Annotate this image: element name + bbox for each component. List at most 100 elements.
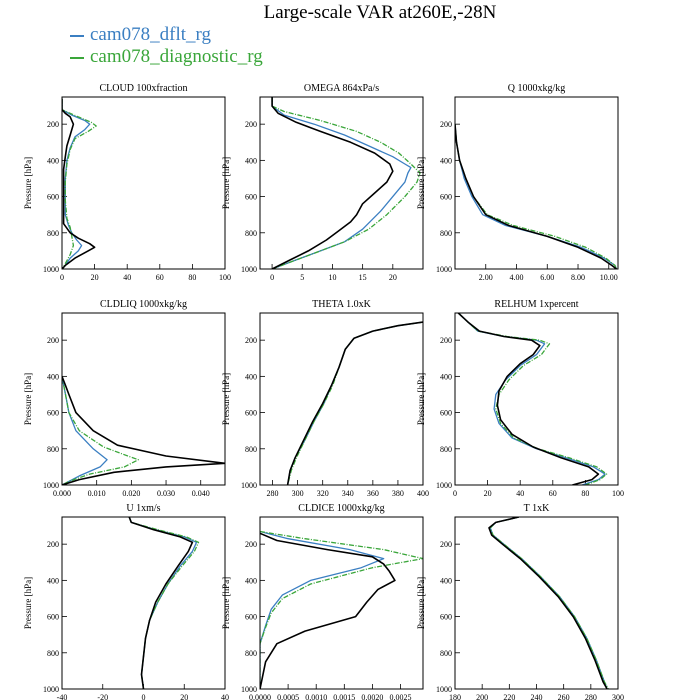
x-tick-label: 200	[476, 693, 488, 700]
x-tick-label: 220	[503, 693, 515, 700]
panel-frame	[61, 516, 226, 690]
x-tick-label: 260	[558, 693, 570, 700]
y-tick-label: 600	[47, 193, 59, 202]
y-tick-label: 800	[245, 229, 257, 238]
x-tick-label: 400	[417, 489, 429, 498]
x-tick-label: 360	[367, 489, 379, 498]
series-line-diagnostic	[62, 376, 139, 485]
series-line-diagnostic	[271, 97, 421, 269]
series-line-reference	[62, 98, 96, 269]
series-line-reference	[128, 517, 194, 689]
x-tick-label: 280	[267, 489, 279, 498]
x-tick-label: 0.0015	[333, 693, 355, 700]
x-tick-label: 100	[612, 489, 624, 498]
y-tick-label: 400	[440, 372, 452, 381]
panel-frame	[259, 96, 424, 270]
x-tick-label: 0	[270, 273, 274, 282]
series-line-reference	[260, 532, 396, 689]
x-tick-label: 10.00	[600, 273, 618, 282]
x-tick-label: 80	[188, 273, 196, 282]
series-line-diagnostic	[286, 321, 423, 485]
y-tick-label: 600	[440, 193, 452, 202]
y-tick-label: 200	[440, 120, 452, 129]
y-tick-label: 400	[47, 576, 59, 585]
x-tick-label: 0.000	[53, 489, 71, 498]
panel-frame	[259, 312, 424, 486]
x-tick-label: -20	[97, 693, 108, 700]
y-axis-label: Pressure [hPa]	[221, 373, 231, 425]
series-line-reference	[455, 124, 617, 269]
series-line-dflt	[128, 517, 198, 689]
y-tick-label: 800	[440, 229, 452, 238]
x-tick-label: 10	[328, 273, 336, 282]
figure-title: Large-scale VAR at260E,-28N	[263, 2, 497, 23]
y-axis-label: Pressure [hPa]	[23, 373, 33, 425]
y-tick-label: 1000	[241, 265, 257, 274]
panel-frame	[454, 96, 619, 270]
y-tick-label: 200	[47, 540, 59, 549]
y-tick-label: 1000	[436, 685, 452, 694]
panel-title: U 1xm/s	[126, 503, 160, 514]
y-tick-label: 600	[245, 193, 257, 202]
x-tick-label: 20	[389, 273, 397, 282]
panel-frame	[61, 312, 226, 486]
x-tick-label: 80	[581, 489, 589, 498]
panel-title: RELHUM 1xpercent	[494, 299, 578, 310]
x-tick-label: 6.00	[540, 273, 554, 282]
y-axis-label: Pressure [hPa]	[416, 577, 426, 629]
panel-7: CLDICE 1000xkg/kg Pressure [hPa] 200 400 600…	[221, 503, 424, 700]
x-tick-label: 0.030	[157, 489, 175, 498]
y-tick-label: 200	[47, 336, 59, 345]
panel-title: CLDLIQ 1000xkg/kg	[100, 299, 187, 310]
y-tick-label: 400	[245, 372, 257, 381]
x-tick-label: 0.0010	[305, 693, 327, 700]
x-tick-label: 0	[60, 273, 64, 282]
panel-frame	[454, 516, 619, 690]
panel-title: T 1xK	[524, 503, 550, 514]
y-axis-label: Pressure [hPa]	[23, 577, 33, 629]
panel-3: CLDLIQ 1000xkg/kg Pressure [hPa] 200 400 600…	[23, 299, 226, 498]
x-tick-label: 0	[453, 489, 457, 498]
y-tick-label: 600	[440, 409, 452, 418]
y-axis-label: Pressure [hPa]	[221, 577, 231, 629]
x-tick-label: 40	[516, 489, 524, 498]
x-tick-label: 0.010	[88, 489, 106, 498]
x-tick-label: 5	[300, 273, 304, 282]
y-tick-label: 200	[245, 336, 257, 345]
y-tick-label: 1000	[241, 481, 257, 490]
y-tick-label: 1000	[436, 265, 452, 274]
legend-item-dflt: cam078_dflt_rg	[70, 24, 330, 46]
series-line-reference	[62, 376, 225, 485]
panel-title: Q 1000xkg/kg	[508, 83, 566, 94]
y-tick-label: 400	[47, 156, 59, 165]
x-tick-label: 60	[549, 489, 557, 498]
y-tick-label: 800	[245, 445, 257, 454]
x-tick-label: 15	[359, 273, 367, 282]
panel-title: OMEGA 864xPa/s	[304, 83, 379, 94]
y-tick-label: 600	[440, 613, 452, 622]
x-tick-label: 60	[156, 273, 164, 282]
series-line-reference	[271, 97, 394, 269]
series-line-diagnostic	[455, 124, 618, 269]
y-tick-label: 200	[440, 336, 452, 345]
y-tick-label: 800	[47, 229, 59, 238]
y-tick-label: 1000	[436, 481, 452, 490]
x-tick-label: 280	[585, 693, 597, 700]
x-tick-label: 0.0020	[361, 693, 383, 700]
y-tick-label: 1000	[43, 685, 59, 694]
x-tick-label: 180	[449, 693, 461, 700]
series-line-diagnostic	[260, 530, 423, 689]
x-tick-label: 0.0000	[249, 693, 271, 700]
y-axis-label: Pressure [hPa]	[416, 157, 426, 209]
y-tick-label: 800	[440, 445, 452, 454]
y-tick-label: 800	[47, 649, 59, 658]
x-tick-label: 0.040	[192, 489, 210, 498]
panel-frame	[454, 312, 619, 486]
legend-item-diagnostic: cam078_diagnostic_rg	[70, 46, 330, 68]
legend-label-diagnostic: cam078_diagnostic_rg	[90, 46, 263, 67]
y-tick-label: 200	[245, 120, 257, 129]
x-tick-label: 8.00	[571, 273, 585, 282]
